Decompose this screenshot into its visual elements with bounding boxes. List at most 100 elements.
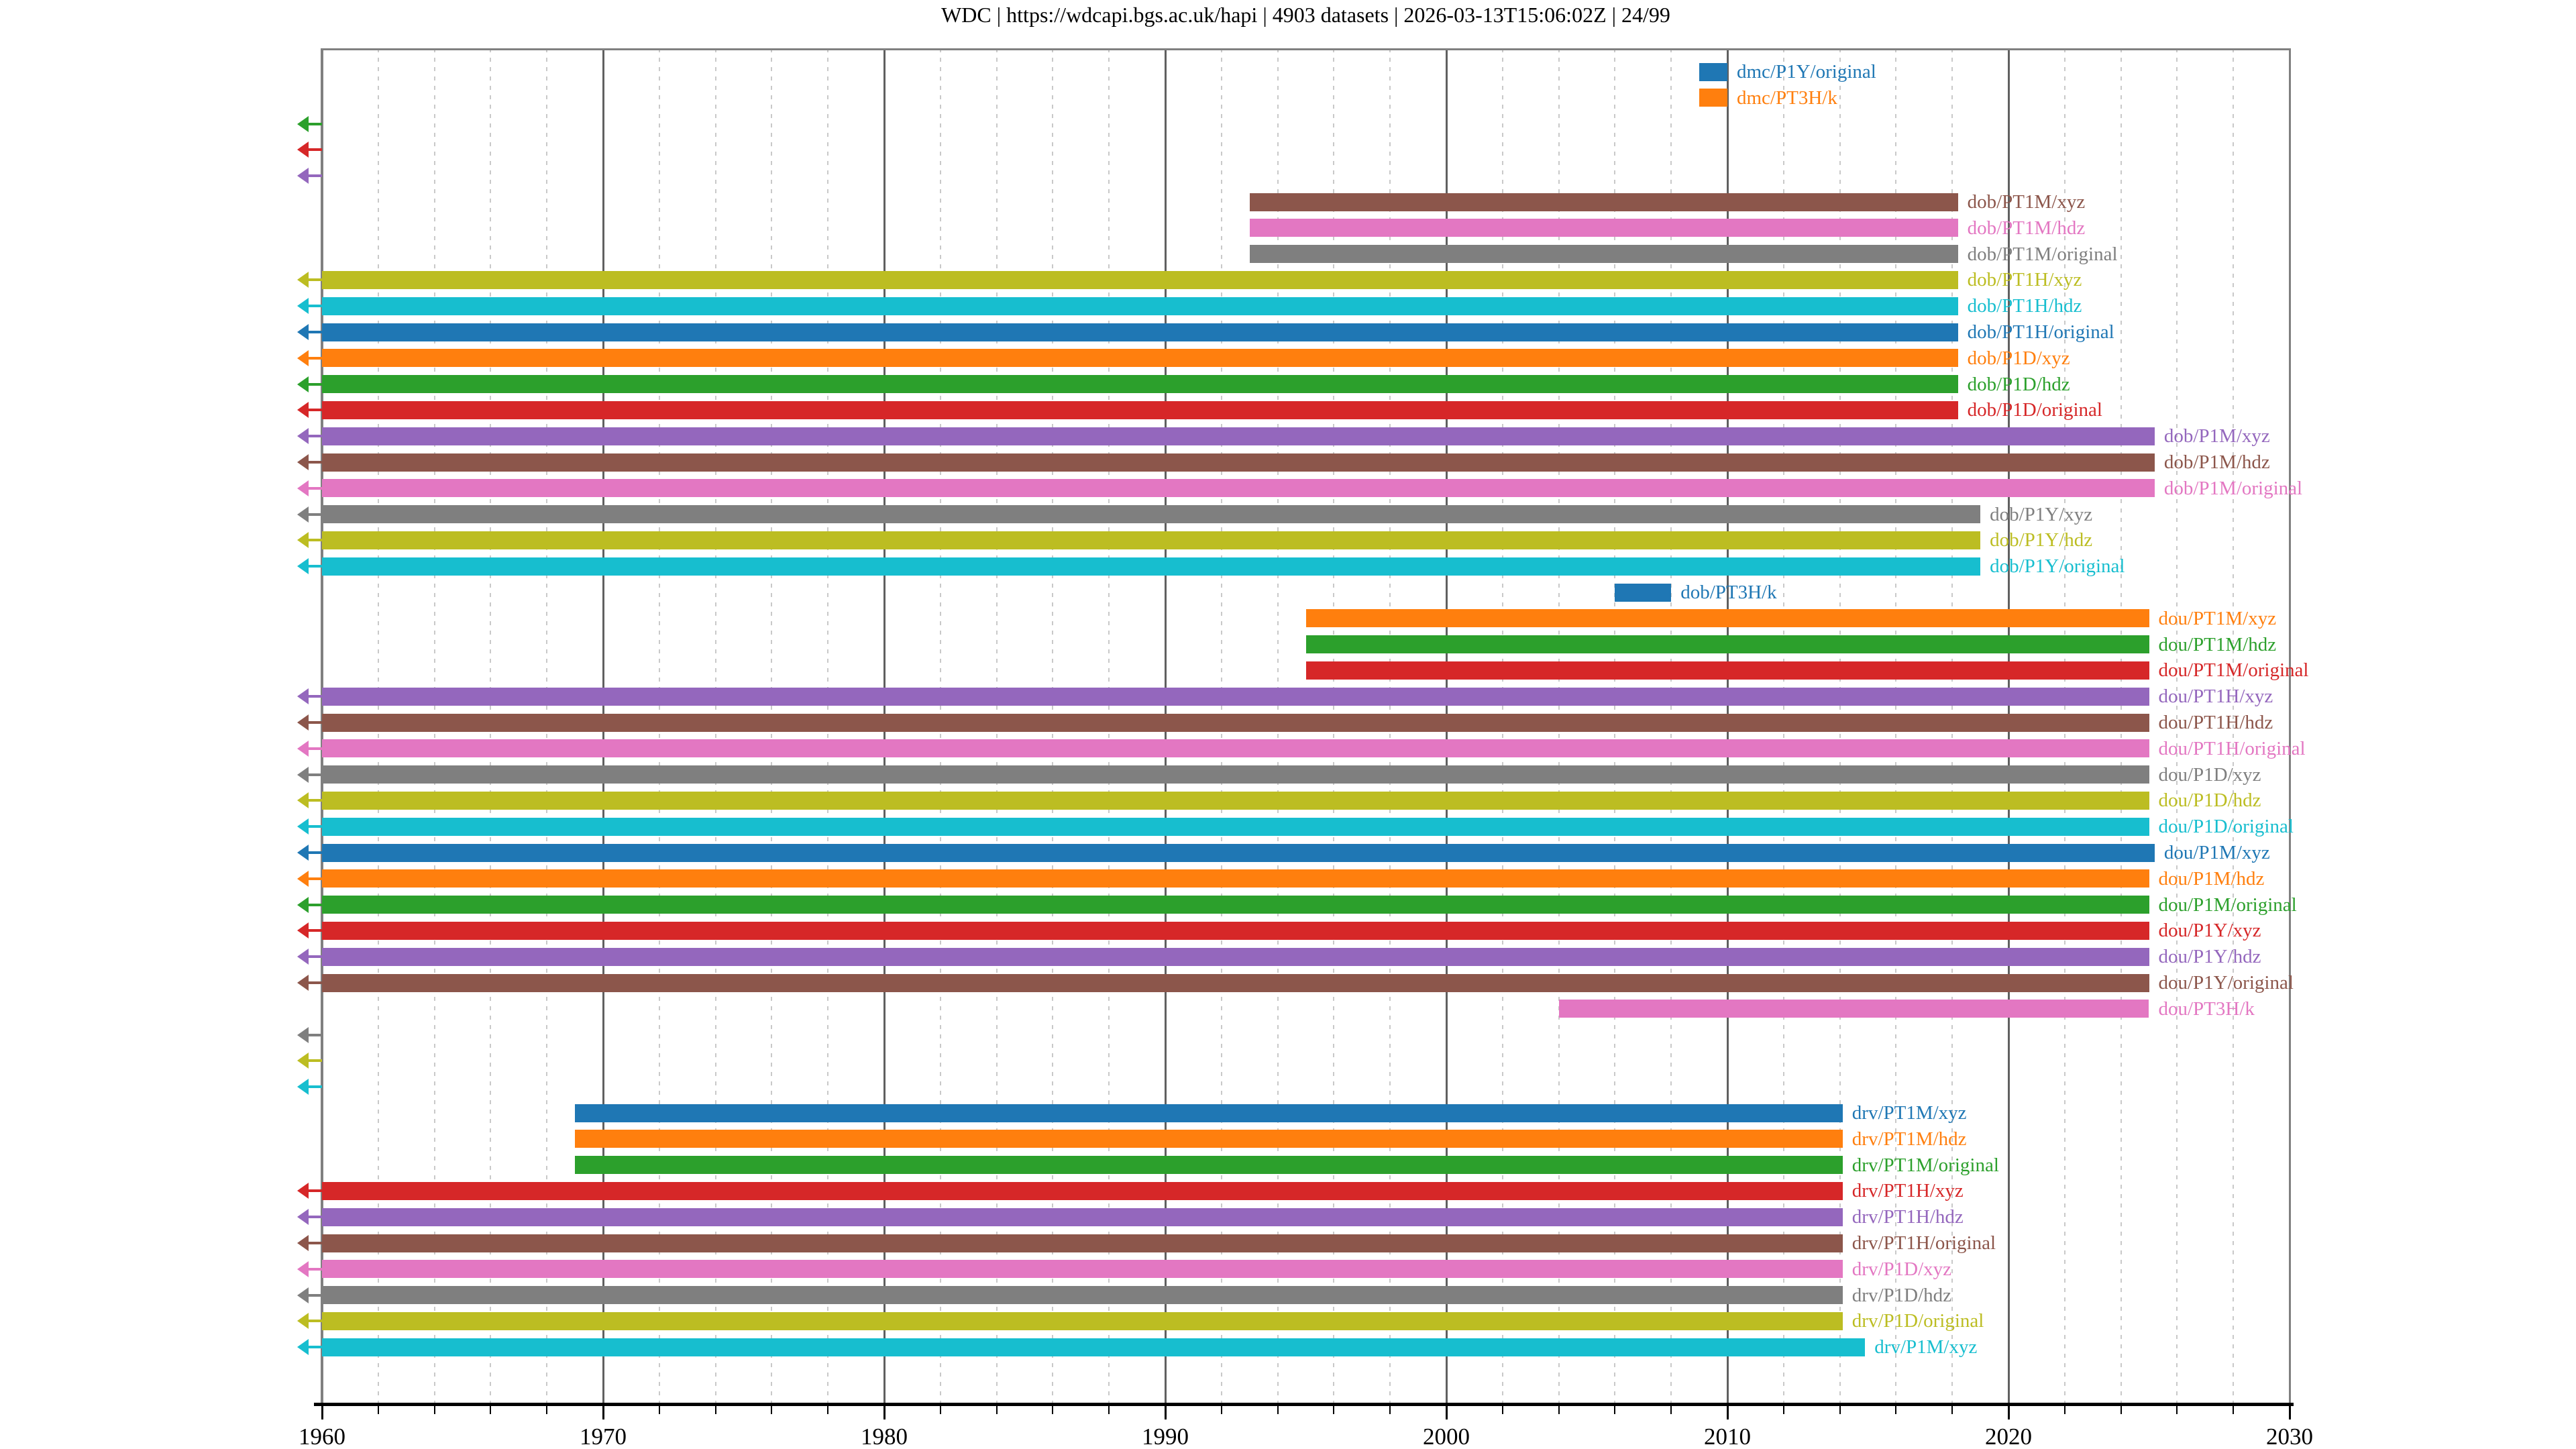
arrow-head: [297, 870, 309, 887]
timeline-bar: [575, 1156, 1843, 1175]
clip-left-arrow: [297, 402, 322, 419]
x-minor-tick: [996, 1406, 998, 1414]
clip-left-arrow: [297, 870, 322, 887]
arrow-head: [297, 402, 309, 419]
chart-title: WDC | https://wdcapi.bgs.ac.uk/hapi | 49…: [941, 3, 1670, 27]
clip-left-arrow: [297, 115, 322, 132]
timeline-bar: [322, 817, 2149, 836]
arrow-shaft: [305, 903, 322, 906]
timeline-bar: [322, 270, 1958, 289]
x-tick-label: 1990: [1142, 1424, 1189, 1449]
arrow-head: [297, 1183, 309, 1199]
clip-left-arrow: [297, 324, 322, 340]
arrow-shaft: [305, 1033, 322, 1036]
bar-label: dob/PT3H/k: [1680, 582, 1777, 603]
x-minor-tick: [1951, 1406, 1953, 1414]
clip-left-arrow: [297, 480, 322, 496]
timeline-bar: [322, 297, 1958, 315]
clip-left-arrow: [297, 558, 322, 575]
x-tick-label: 2000: [1423, 1424, 1470, 1449]
timeline-bar: [322, 375, 1958, 394]
timeline-bar: [1558, 1000, 2149, 1018]
bar-label: dmc/P1Y/original: [1737, 61, 1876, 83]
arrow-head: [297, 272, 309, 288]
arrow-head: [297, 298, 309, 315]
timeline-bar: [322, 973, 2149, 992]
arrow-head: [297, 454, 309, 470]
timeline-bar: [1249, 245, 1958, 264]
arrow-shaft: [305, 174, 322, 178]
x-minor-tick: [1277, 1406, 1279, 1414]
clip-left-arrow: [297, 740, 322, 757]
x-minor-tick: [1614, 1406, 1616, 1414]
x-axis-line: [314, 1403, 2294, 1406]
clip-left-arrow: [297, 1026, 322, 1043]
bar-label: drv/P1D/xyz: [1851, 1258, 1951, 1280]
x-minor-tick: [771, 1406, 773, 1414]
arrow-head: [297, 714, 309, 731]
bar-label: drv/PT1H/original: [1851, 1232, 1996, 1254]
timeline-bar: [322, 869, 2149, 888]
clip-left-arrow: [297, 350, 322, 366]
timeline-bar: [1305, 661, 2149, 680]
arrow-head: [297, 792, 309, 809]
timeline-bar: [322, 479, 2155, 498]
arrow-head: [297, 324, 309, 340]
timeline-bar: [322, 1260, 1843, 1279]
x-minor-tick: [2233, 1406, 2235, 1414]
bar-label: dou/P1D/original: [2158, 816, 2294, 838]
x-major-tick: [883, 1406, 885, 1419]
arrow-head: [297, 350, 309, 366]
x-minor-tick: [433, 1406, 435, 1414]
arrow-head: [297, 1260, 309, 1277]
arrow-shaft: [305, 1320, 322, 1323]
timeline-bar: [1699, 89, 1727, 107]
x-tick-label: 1970: [580, 1424, 627, 1449]
bar-label: dob/P1M/xyz: [2163, 425, 2270, 447]
arrow-head: [297, 1235, 309, 1251]
arrow-head: [297, 896, 309, 913]
x-minor-tick: [1501, 1406, 1503, 1414]
timeline-bar: [322, 921, 2149, 940]
clip-left-arrow: [297, 454, 322, 470]
arrow-head: [297, 532, 309, 549]
arrow-shaft: [305, 1189, 322, 1193]
arrow-shaft: [305, 1242, 322, 1244]
minor-gridline: [2233, 48, 2235, 1405]
timeline-bar: [322, 400, 1958, 419]
arrow-head: [297, 558, 309, 575]
bar-label: dob/PT1H/original: [1967, 321, 2114, 343]
arrow-head: [297, 949, 309, 965]
clip-left-arrow: [297, 506, 322, 523]
timeline-bar: [322, 896, 2149, 914]
timeline-bar: [322, 1234, 1843, 1252]
timeline-bar: [1305, 609, 2149, 628]
bar-label: dou/P1Y/hdz: [2158, 946, 2261, 968]
arrow-head: [297, 428, 309, 445]
bar-label: dob/P1Y/original: [1990, 555, 2125, 578]
timeline-bar: [1249, 219, 1958, 237]
arrow-head: [297, 1026, 309, 1043]
arrow-shaft: [305, 122, 322, 125]
bar-label: dob/PT1M/original: [1967, 243, 2118, 265]
arrow-head: [297, 1079, 309, 1095]
x-minor-tick: [1389, 1406, 1391, 1414]
arrow-head: [297, 1053, 309, 1069]
x-minor-tick: [827, 1406, 829, 1414]
timeline-bar: [322, 323, 1958, 341]
bar-label: dob/PT1M/hdz: [1967, 217, 2086, 239]
timeline-bar: [575, 1130, 1843, 1148]
arrow-shaft: [305, 486, 322, 490]
timeline-bar: [322, 557, 1981, 576]
clip-left-arrow: [297, 766, 322, 783]
arrow-shaft: [305, 278, 322, 282]
bar-label: dou/P1Y/xyz: [2158, 920, 2261, 942]
timeline-bar: [322, 453, 2155, 472]
arrow-shaft: [305, 461, 322, 464]
clip-left-arrow: [297, 272, 322, 288]
timeline-bar: [322, 739, 2149, 758]
arrow-head: [297, 376, 309, 392]
bar-label: dob/PT1H/hdz: [1967, 295, 2082, 317]
arrow-shaft: [305, 851, 322, 854]
arrow-head: [297, 1287, 309, 1303]
